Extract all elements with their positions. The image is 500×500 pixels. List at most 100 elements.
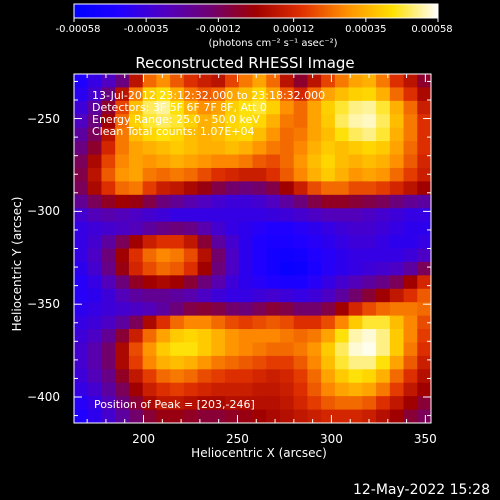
heatmap-cell xyxy=(279,100,295,115)
heatmap-cell xyxy=(156,275,171,290)
heatmap-cell xyxy=(101,74,116,89)
heatmap-cell xyxy=(293,342,309,357)
heatmap-cell xyxy=(266,342,281,357)
heatmap-cell xyxy=(252,342,267,357)
heatmap-cell xyxy=(238,248,254,263)
heatmap-cell xyxy=(362,315,377,330)
heatmap-cell xyxy=(197,302,212,317)
heatmap-cell xyxy=(403,382,418,397)
heatmap-cell xyxy=(293,141,309,156)
heatmap-cell xyxy=(279,369,295,384)
heatmap-cell xyxy=(211,382,226,397)
heatmap-cell xyxy=(74,194,89,209)
heatmap-cell xyxy=(142,396,157,411)
heatmap-cell xyxy=(348,167,363,182)
heatmap-cell xyxy=(334,181,350,196)
heatmap-cell xyxy=(156,329,171,344)
heatmap-cell xyxy=(183,87,199,102)
heatmap-cell xyxy=(74,100,89,115)
heatmap-cell xyxy=(238,167,254,182)
heatmap-cell xyxy=(321,221,336,236)
heatmap-cell xyxy=(211,288,226,303)
heatmap-cell xyxy=(279,302,295,317)
heatmap-cell xyxy=(156,127,171,142)
heatmap-cell xyxy=(128,342,144,357)
heatmap-cell xyxy=(197,382,212,397)
heatmap-cell xyxy=(183,141,199,156)
y-tick-label: −300 xyxy=(27,204,60,219)
heatmap-cell xyxy=(211,87,226,102)
heatmap-cell xyxy=(115,194,130,209)
heatmap-cell xyxy=(225,396,240,411)
heatmap-cell xyxy=(389,248,405,263)
heatmap-cells xyxy=(74,74,431,423)
heatmap-cell xyxy=(197,154,212,169)
heatmap-cell xyxy=(128,235,144,250)
heatmap-cell xyxy=(225,342,240,357)
heatmap-cell xyxy=(170,221,185,236)
colorbar-ticks xyxy=(73,18,439,22)
heatmap-cell xyxy=(115,275,130,290)
heatmap-cell xyxy=(307,167,322,182)
x-tick-label: 350 xyxy=(413,432,437,446)
heatmap-cell xyxy=(279,329,295,344)
heatmap-cell xyxy=(115,181,130,196)
heatmap-cell xyxy=(142,235,157,250)
heatmap-cell xyxy=(170,261,185,276)
heatmap-cell xyxy=(183,315,199,330)
heatmap-cell xyxy=(170,114,185,129)
heatmap-cell xyxy=(321,235,336,250)
heatmap-cell xyxy=(115,342,130,357)
heatmap-cell xyxy=(101,194,116,209)
heatmap-cell xyxy=(403,261,418,276)
heatmap-cell xyxy=(87,329,103,344)
x-axis-label: Heliocentric X (arcsec) xyxy=(191,446,327,460)
heatmap-cell xyxy=(334,382,350,397)
heatmap-cell xyxy=(197,100,212,115)
heatmap-cell xyxy=(74,342,89,357)
heatmap-cell xyxy=(74,382,89,397)
heatmap-cell xyxy=(417,181,431,196)
heatmap-cell xyxy=(252,87,267,102)
heatmap-cell xyxy=(293,315,309,330)
heatmap-cell xyxy=(156,382,171,397)
heatmap-cell xyxy=(334,167,350,182)
heatmap-cell xyxy=(403,355,418,370)
heatmap-cell xyxy=(101,382,116,397)
heatmap-cell xyxy=(307,100,322,115)
heatmap-cell xyxy=(170,87,185,102)
heatmap-cell xyxy=(417,315,431,330)
heatmap-cell xyxy=(87,315,103,330)
heatmap-cell xyxy=(74,315,89,330)
heatmap-cell xyxy=(170,181,185,196)
annotation-time-range: 13-Jul-2012 23:12:32.000 to 23:18:32.000 xyxy=(92,89,326,102)
heatmap-cell xyxy=(403,194,418,209)
heatmap-cell xyxy=(211,114,226,129)
heatmap-cell xyxy=(293,167,309,182)
heatmap-cell xyxy=(170,275,185,290)
heatmap-cell xyxy=(321,355,336,370)
heatmap-cell xyxy=(362,100,377,115)
heatmap-cell xyxy=(321,369,336,384)
heatmap-cell xyxy=(238,288,254,303)
heatmap-cell xyxy=(417,302,431,317)
heatmap-cell xyxy=(362,409,377,423)
heatmap-cell xyxy=(128,248,144,263)
heatmap-cell xyxy=(238,100,254,115)
colorbar-tick-label: -0.00012 xyxy=(195,24,241,35)
heatmap-cell xyxy=(101,261,116,276)
heatmap-cell xyxy=(87,409,103,423)
heatmap-cell xyxy=(266,235,281,250)
heatmap-cell xyxy=(211,208,226,223)
heatmap-cell xyxy=(115,208,130,223)
heatmap-cell xyxy=(376,396,391,411)
heatmap-cell xyxy=(321,342,336,357)
heatmap-cell xyxy=(183,329,199,344)
annotation-algorithm: Clean Total counts: 1.07E+04 xyxy=(92,125,255,138)
heatmap-cell xyxy=(376,194,391,209)
heatmap-cell xyxy=(293,369,309,384)
heatmap-cell xyxy=(334,74,350,89)
heatmap-cell xyxy=(403,114,418,129)
colorbar-tick-label: -0.00035 xyxy=(123,24,169,35)
heatmap-cell xyxy=(293,382,309,397)
